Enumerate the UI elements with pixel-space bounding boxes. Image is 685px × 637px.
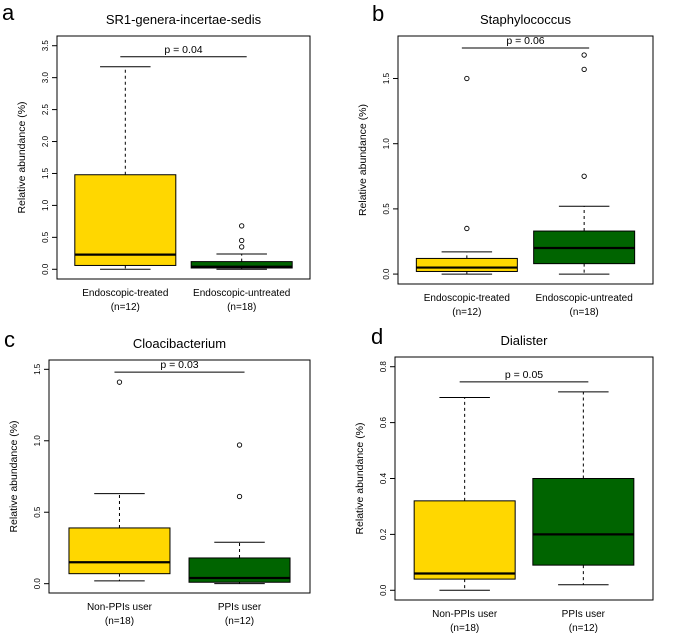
plot-frame (397, 35, 654, 285)
y-axis-label: Relative abundance (%) (354, 422, 366, 534)
y-axis-label: Relative abundance (%) (16, 101, 28, 213)
outlier-point (581, 66, 587, 73)
chart-panel-a: a SR1-genera-incertae-sedis 0.0 0.5 1.0 1.5 2.… (2, 0, 311, 313)
iqr-box (74, 174, 177, 266)
plot-frame (48, 359, 311, 594)
y-tick-label: 1.5 (33, 363, 42, 375)
iqr-box (415, 257, 518, 272)
panel-letter: d (371, 324, 383, 349)
y-tick-label: 0.0 (33, 578, 42, 590)
chart-panel-d: d Dialister 0.0 0.2 0.4 0.6 0.8 Relative abunda… (354, 324, 654, 634)
chart-panel-c: c Cloacibacterium 0.0 0.5 1.0 1.5 Relative abu… (4, 327, 311, 627)
chart-title: Cloacibacterium (133, 336, 226, 351)
outlier-point (464, 75, 470, 82)
p-value-label: p = 0.05 (505, 369, 543, 381)
panel-letter: a (2, 0, 15, 25)
y-tick-label: 0.5 (41, 231, 50, 243)
panel-letter: b (372, 1, 384, 26)
x-tick-n-label: (n=12) (111, 302, 140, 313)
outlier-point (581, 52, 587, 58)
box-group-2: PPIs user (n=12) (532, 391, 635, 634)
outlier-point (239, 244, 245, 250)
outlier-point (236, 442, 243, 448)
panels: a SR1-genera-incertae-sedis 0.0 0.5 1.0 1.5 2.… (2, 0, 654, 634)
outlier-point (581, 173, 587, 179)
x-tick-label: Non-PPIs user (87, 602, 153, 613)
panel-letter: c (4, 327, 15, 352)
y-tick-label: 0.6 (379, 417, 388, 429)
x-tick-n-label: (n=18) (570, 307, 599, 318)
y-tick-label: 1.0 (41, 199, 50, 211)
y-tick-label: 0.0 (382, 268, 391, 280)
outlier-point (239, 223, 245, 229)
box-group-1: Endoscopic-treated (n=12) (74, 66, 177, 313)
x-tick-n-label: (n=18) (105, 616, 134, 627)
y-tick-label: 0.8 (379, 361, 388, 373)
y-tick-label: 1.5 (382, 72, 391, 84)
iqr-box (190, 261, 293, 269)
plot-frame (56, 35, 311, 280)
x-tick-label: PPIs user (218, 602, 262, 613)
y-tick-label: 0.4 (379, 472, 388, 484)
y-tick-label: 2.0 (41, 135, 50, 147)
iqr-box (68, 527, 171, 575)
chart-title: Dialister (501, 333, 549, 348)
iqr-box (413, 500, 516, 580)
box-group-2: Endoscopic-untreated (n=18) (190, 223, 293, 313)
y-tick-label: 1.0 (382, 138, 391, 150)
outlier-point (116, 379, 123, 385)
outlier-point (464, 225, 470, 232)
y-tick-label: 3.0 (41, 72, 50, 84)
x-tick-label: Endoscopic-untreated (536, 293, 633, 304)
outlier-point (239, 237, 245, 244)
box-group-2: Endoscopic-untreated (n=18) (533, 52, 636, 318)
y-tick-label: 0.2 (379, 528, 388, 540)
x-tick-label: Endoscopic-treated (424, 293, 510, 304)
chart-title: Staphylococcus (480, 12, 572, 27)
box-group-2: PPIs user (n=12) (188, 442, 291, 627)
box-group-1: Non-PPIs user (n=18) (413, 396, 516, 634)
y-tick-label: 0.5 (33, 506, 42, 518)
x-tick-label: Endoscopic-untreated (193, 288, 290, 299)
x-tick-label: Endoscopic-treated (82, 288, 168, 299)
p-value-label: p = 0.03 (160, 359, 198, 371)
y-tick-label: 0.5 (382, 203, 391, 215)
box-group-1: Non-PPIs user (n=18) (68, 379, 171, 627)
y-axis-label: Relative abundance (%) (357, 104, 369, 216)
outlier-point (236, 493, 243, 500)
y-tick-label: 1.5 (41, 167, 50, 179)
chart-title: SR1-genera-incertae-sedis (106, 12, 262, 27)
y-tick-label: 2.5 (41, 103, 50, 115)
x-tick-n-label: (n=18) (227, 302, 256, 313)
x-tick-n-label: (n=12) (452, 307, 481, 318)
y-tick-label: 3.5 (41, 40, 50, 52)
p-value-label: p = 0.04 (164, 44, 202, 56)
chart-panel-b: b Staphylococcus 0.0 0.5 1.0 1.5 Relative abun… (357, 1, 654, 318)
x-tick-label: Non-PPIs user (432, 609, 498, 620)
x-tick-n-label: (n=12) (569, 623, 598, 634)
x-tick-n-label: (n=12) (225, 616, 254, 627)
x-tick-n-label: (n=18) (450, 623, 479, 634)
y-axis-label: Relative abundance (%) (8, 420, 20, 532)
p-value-label: p = 0.06 (506, 35, 544, 47)
y-tick-label: 0.0 (41, 263, 50, 275)
box-group-1: Endoscopic-treated (n=12) (415, 75, 518, 318)
y-tick-label: 0.0 (379, 584, 388, 596)
iqr-box (532, 478, 635, 566)
x-tick-label: PPIs user (562, 609, 606, 620)
y-tick-label: 1.0 (33, 435, 42, 447)
